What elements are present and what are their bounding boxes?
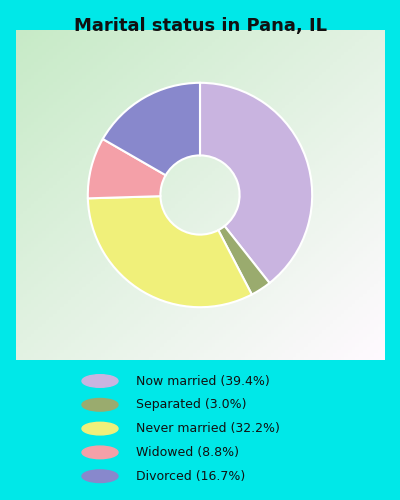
Circle shape [82, 398, 118, 411]
Circle shape [82, 374, 118, 388]
Wedge shape [200, 83, 312, 283]
Circle shape [82, 470, 118, 482]
Text: Never married (32.2%): Never married (32.2%) [136, 422, 280, 435]
Text: Widowed (8.8%): Widowed (8.8%) [136, 446, 239, 459]
Text: Divorced (16.7%): Divorced (16.7%) [136, 470, 245, 482]
Wedge shape [88, 196, 252, 307]
Wedge shape [218, 226, 270, 294]
Circle shape [82, 422, 118, 435]
Wedge shape [103, 83, 200, 175]
Wedge shape [88, 139, 166, 198]
Text: Now married (39.4%): Now married (39.4%) [136, 374, 270, 388]
Text: Separated (3.0%): Separated (3.0%) [136, 398, 246, 411]
Text: Marital status in Pana, IL: Marital status in Pana, IL [74, 18, 326, 36]
Circle shape [82, 446, 118, 458]
